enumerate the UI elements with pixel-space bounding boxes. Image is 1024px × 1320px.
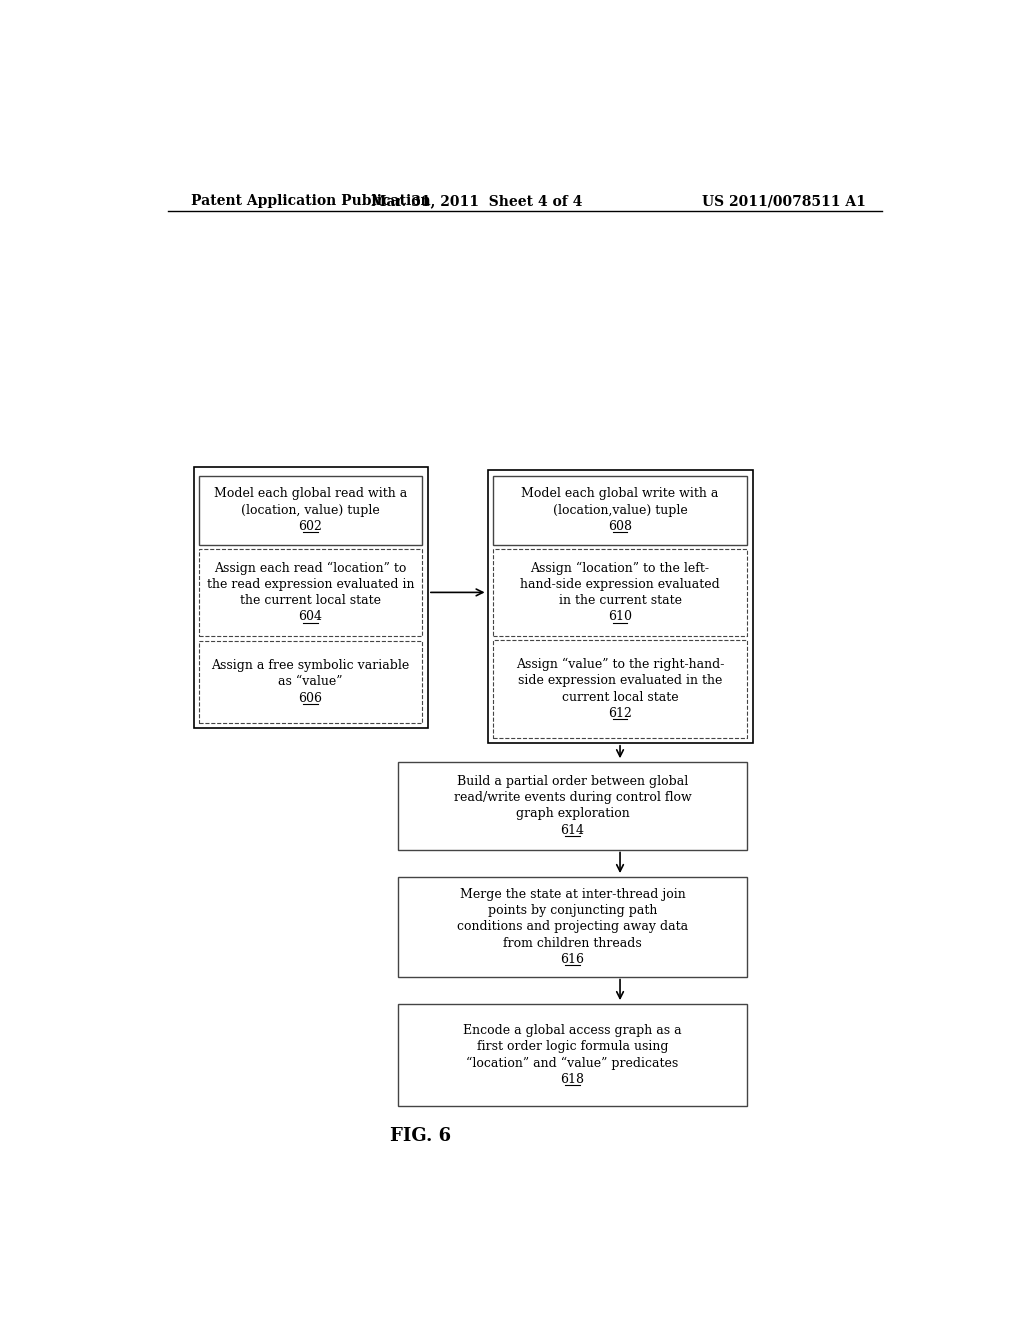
FancyBboxPatch shape: [397, 1005, 748, 1106]
Text: Build a partial order between global: Build a partial order between global: [457, 775, 688, 788]
FancyBboxPatch shape: [200, 642, 422, 722]
Text: 614: 614: [560, 824, 585, 837]
Text: current local state: current local state: [562, 690, 678, 704]
Text: Patent Application Publication: Patent Application Publication: [191, 194, 431, 209]
Text: side expression evaluated in the: side expression evaluated in the: [518, 675, 722, 688]
Text: as “value”: as “value”: [279, 676, 343, 688]
Text: Model each global write with a: Model each global write with a: [521, 487, 719, 500]
FancyBboxPatch shape: [494, 549, 748, 636]
Text: Merge the state at inter-thread join: Merge the state at inter-thread join: [460, 888, 685, 900]
Text: conditions and projecting away data: conditions and projecting away data: [457, 920, 688, 933]
Text: 604: 604: [299, 610, 323, 623]
FancyBboxPatch shape: [494, 640, 748, 738]
FancyBboxPatch shape: [397, 876, 748, 977]
FancyBboxPatch shape: [397, 762, 748, 850]
Text: 606: 606: [299, 692, 323, 705]
Text: Assign a free symbolic variable: Assign a free symbolic variable: [211, 659, 410, 672]
Text: Assign each read “location” to: Assign each read “location” to: [214, 561, 407, 574]
Text: Model each global read with a: Model each global read with a: [214, 487, 408, 500]
Text: 616: 616: [560, 953, 585, 966]
Text: “location” and “value” predicates: “location” and “value” predicates: [466, 1056, 679, 1069]
Text: Assign “value” to the right-hand-: Assign “value” to the right-hand-: [516, 657, 724, 671]
Text: in the current state: in the current state: [558, 594, 682, 607]
Text: (location, value) tuple: (location, value) tuple: [242, 503, 380, 516]
Text: graph exploration: graph exploration: [515, 808, 630, 821]
Text: read/write events during control flow: read/write events during control flow: [454, 791, 691, 804]
FancyBboxPatch shape: [200, 475, 422, 545]
FancyBboxPatch shape: [194, 467, 428, 727]
Text: 618: 618: [560, 1073, 585, 1086]
Text: first order logic formula using: first order logic formula using: [476, 1040, 669, 1053]
Text: points by conjuncting path: points by conjuncting path: [487, 904, 657, 917]
FancyBboxPatch shape: [494, 475, 748, 545]
FancyBboxPatch shape: [487, 470, 754, 743]
Text: FIG. 6: FIG. 6: [390, 1127, 451, 1146]
Text: the read expression evaluated in: the read expression evaluated in: [207, 578, 415, 591]
Text: hand-side expression evaluated: hand-side expression evaluated: [520, 578, 720, 591]
Text: from children threads: from children threads: [503, 937, 642, 949]
Text: 602: 602: [299, 520, 323, 533]
Text: 610: 610: [608, 610, 632, 623]
Text: the current local state: the current local state: [240, 594, 381, 607]
Text: 608: 608: [608, 520, 632, 533]
Text: (location,value) tuple: (location,value) tuple: [553, 503, 687, 516]
Text: Mar. 31, 2011  Sheet 4 of 4: Mar. 31, 2011 Sheet 4 of 4: [372, 194, 583, 209]
FancyBboxPatch shape: [200, 549, 422, 636]
Text: Encode a global access graph as a: Encode a global access graph as a: [463, 1024, 682, 1038]
Text: Assign “location” to the left-: Assign “location” to the left-: [530, 561, 710, 574]
Text: 612: 612: [608, 706, 632, 719]
Text: US 2011/0078511 A1: US 2011/0078511 A1: [702, 194, 866, 209]
